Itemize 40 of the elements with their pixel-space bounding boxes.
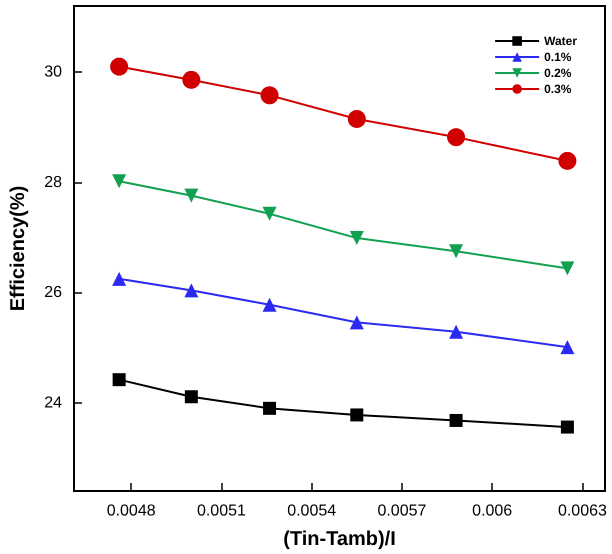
legend-label: 0.3%	[544, 82, 572, 96]
point	[110, 58, 128, 76]
x-tick-label: 0.0054	[287, 502, 336, 520]
legend-label: 0.2%	[544, 66, 572, 80]
legend-label: 0.1%	[544, 50, 572, 64]
point	[182, 70, 200, 89]
point	[447, 128, 466, 146]
point	[348, 110, 366, 128]
point	[450, 414, 463, 427]
x-tick-label: 0.0063	[558, 502, 608, 520]
point	[184, 283, 198, 298]
legend-label: Water	[544, 34, 578, 48]
point	[112, 174, 126, 188]
point	[350, 231, 364, 246]
point	[184, 188, 198, 203]
x-tick-label: 0.0051	[196, 502, 246, 520]
y-tick-label: 30	[44, 64, 62, 81]
y-tick-label: 24	[44, 394, 62, 412]
y-axis-title: Efficiency(%)	[7, 186, 29, 312]
x-tick-label: 0.0057	[377, 502, 426, 520]
point	[560, 340, 574, 354]
point	[560, 261, 574, 276]
y-tick-label: 28	[44, 174, 62, 191]
point	[262, 298, 277, 312]
point	[263, 402, 276, 415]
point	[260, 86, 279, 104]
point	[350, 408, 364, 422]
point	[262, 206, 277, 221]
point	[558, 152, 576, 170]
point	[184, 390, 198, 404]
x-tick-label: 0.0048	[106, 502, 156, 520]
point	[112, 272, 126, 286]
x-axis-title: (Tin-Tamb)/I	[283, 528, 396, 550]
x-tick-label: 0.006	[472, 502, 512, 520]
point	[449, 244, 464, 258]
point	[350, 315, 364, 330]
point	[560, 420, 574, 434]
point	[112, 373, 126, 386]
point	[449, 324, 464, 339]
y-tick-label: 26	[44, 284, 62, 302]
